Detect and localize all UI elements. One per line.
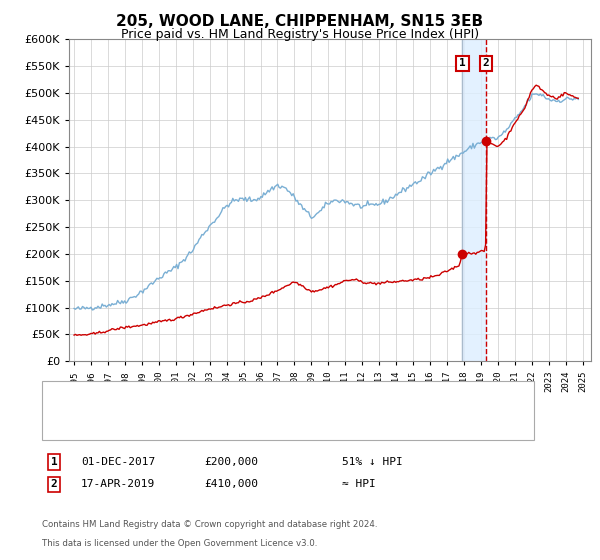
Text: 51% ↓ HPI: 51% ↓ HPI [342, 457, 403, 467]
Text: 17-APR-2019: 17-APR-2019 [81, 479, 155, 489]
Text: ———: ——— [54, 391, 91, 404]
Text: HPI: Average price, detached house, Wiltshire: HPI: Average price, detached house, Wilt… [87, 418, 326, 428]
Text: Price paid vs. HM Land Registry's House Price Index (HPI): Price paid vs. HM Land Registry's House … [121, 28, 479, 41]
Text: ———: ——— [54, 417, 91, 430]
Bar [463, 39, 486, 361]
Text: 1: 1 [459, 58, 466, 68]
Text: 205, WOOD LANE, CHIPPENHAM, SN15 3EB (detached house): 205, WOOD LANE, CHIPPENHAM, SN15 3EB (de… [87, 392, 407, 402]
Text: Contains HM Land Registry data © Crown copyright and database right 2024.: Contains HM Land Registry data © Crown c… [42, 520, 377, 529]
Text: 2: 2 [50, 479, 58, 489]
Text: 2: 2 [482, 58, 489, 68]
Text: 1: 1 [50, 457, 58, 467]
Text: 205, WOOD LANE, CHIPPENHAM, SN15 3EB: 205, WOOD LANE, CHIPPENHAM, SN15 3EB [116, 14, 484, 29]
Text: £200,000: £200,000 [204, 457, 258, 467]
Text: £410,000: £410,000 [204, 479, 258, 489]
Text: 01-DEC-2017: 01-DEC-2017 [81, 457, 155, 467]
Text: ≈ HPI: ≈ HPI [342, 479, 376, 489]
Text: This data is licensed under the Open Government Licence v3.0.: This data is licensed under the Open Gov… [42, 539, 317, 548]
